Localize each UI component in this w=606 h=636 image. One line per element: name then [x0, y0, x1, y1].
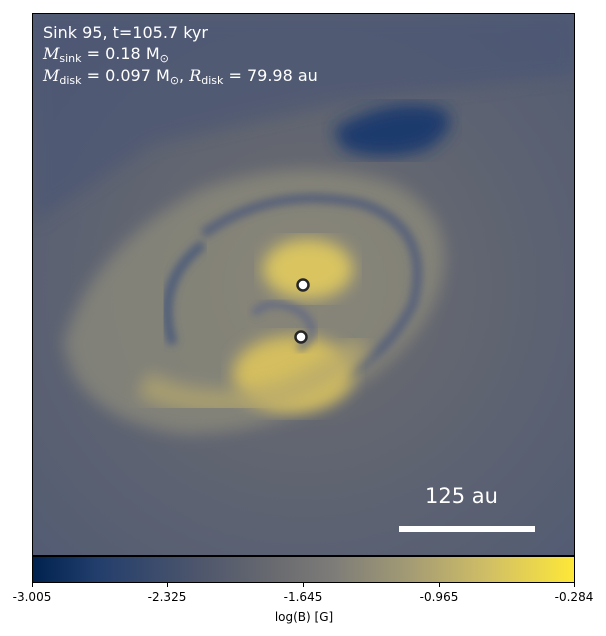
colorbar-tick — [303, 583, 304, 587]
colorbar-tick — [439, 583, 440, 587]
colorbar-tick — [167, 583, 168, 587]
field-map: Sink 95, t=105.7 kyr Msink = 0.18 M⊙ Mdi… — [32, 13, 575, 556]
sink-time-label: Sink 95, t=105.7 kyr — [43, 23, 208, 42]
colorbar — [32, 556, 575, 583]
colorbar-tick — [574, 583, 575, 587]
scale-bar-label: 125 au — [425, 484, 498, 508]
sink-marker-lower — [294, 330, 308, 344]
scale-bar — [399, 526, 535, 532]
colorbar-tick — [32, 583, 33, 587]
magnetic-field-image — [33, 14, 574, 555]
colorbar-tick-label: -2.325 — [147, 590, 187, 604]
colorbar-tick-label: -0.965 — [419, 590, 459, 604]
colorbar-tick-label: -0.284 — [554, 590, 594, 604]
colorbar-tick-label: -3.005 — [12, 590, 52, 604]
colorbar-label: log(B) [G] — [274, 610, 334, 624]
sink-mass-label: Msink = 0.18 M⊙ — [43, 44, 169, 65]
disk-properties-label: Mdisk = 0.097 M⊙, Rdisk = 79.98 au — [43, 66, 318, 87]
sink-marker-upper — [296, 278, 310, 292]
colorbar-tick-label: -1.645 — [283, 590, 323, 604]
